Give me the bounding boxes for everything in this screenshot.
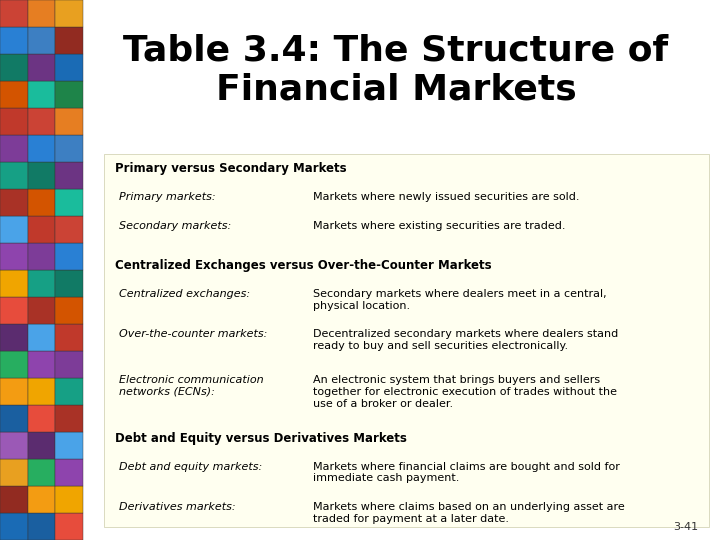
Bar — [55, 0, 83, 27]
Bar — [27, 351, 55, 378]
Bar — [27, 162, 55, 189]
Bar — [27, 0, 55, 27]
Text: Centralized exchanges:: Centralized exchanges: — [119, 289, 250, 299]
Bar — [0, 486, 27, 513]
Bar — [55, 243, 83, 270]
Bar — [0, 108, 27, 135]
Bar — [27, 108, 55, 135]
Text: Markets where newly issued securities are sold.: Markets where newly issued securities ar… — [313, 192, 580, 202]
Bar — [27, 432, 55, 459]
Bar — [0, 405, 27, 432]
Bar — [55, 189, 83, 216]
Bar — [0, 135, 27, 162]
Bar — [0, 216, 27, 243]
Bar — [55, 108, 83, 135]
Text: Debt and equity markets:: Debt and equity markets: — [119, 462, 262, 472]
Bar — [0, 270, 27, 297]
FancyBboxPatch shape — [104, 154, 709, 526]
Bar — [27, 459, 55, 486]
Bar — [0, 297, 27, 324]
Bar — [55, 162, 83, 189]
Text: Secondary markets where dealers meet in a central,
physical location.: Secondary markets where dealers meet in … — [313, 289, 607, 310]
Bar — [55, 135, 83, 162]
Text: Debt and Equity versus Derivatives Markets: Debt and Equity versus Derivatives Marke… — [115, 432, 407, 445]
Bar — [27, 216, 55, 243]
Bar — [0, 243, 27, 270]
Text: Derivatives markets:: Derivatives markets: — [119, 502, 235, 512]
Bar — [0, 432, 27, 459]
Bar — [27, 405, 55, 432]
Bar — [55, 513, 83, 540]
Bar — [55, 378, 83, 405]
Bar — [0, 0, 27, 27]
Bar — [27, 135, 55, 162]
Bar — [55, 351, 83, 378]
Bar — [0, 378, 27, 405]
Bar — [27, 270, 55, 297]
Text: Centralized Exchanges versus Over-the-Counter Markets: Centralized Exchanges versus Over-the-Co… — [115, 259, 492, 272]
Bar — [55, 216, 83, 243]
Text: Primary versus Secondary Markets: Primary versus Secondary Markets — [115, 162, 347, 175]
Bar — [0, 54, 27, 81]
Bar — [55, 81, 83, 108]
Bar — [55, 270, 83, 297]
Bar — [55, 54, 83, 81]
Bar — [27, 486, 55, 513]
Text: Markets where claims based on an underlying asset are
traded for payment at a la: Markets where claims based on an underly… — [313, 502, 625, 524]
Text: Markets where existing securities are traded.: Markets where existing securities are tr… — [313, 221, 566, 232]
Bar — [27, 513, 55, 540]
Bar — [0, 324, 27, 351]
Bar — [0, 81, 27, 108]
Bar — [55, 297, 83, 324]
Bar — [55, 486, 83, 513]
Bar — [27, 189, 55, 216]
Bar — [0, 351, 27, 378]
Text: Markets where financial claims are bought and sold for
immediate cash payment.: Markets where financial claims are bough… — [313, 462, 620, 483]
Bar — [55, 27, 83, 54]
Bar — [55, 405, 83, 432]
Text: Secondary markets:: Secondary markets: — [119, 221, 231, 232]
Text: An electronic system that brings buyers and sellers
together for electronic exec: An electronic system that brings buyers … — [313, 375, 617, 408]
Bar — [55, 324, 83, 351]
Bar — [0, 513, 27, 540]
Bar — [27, 27, 55, 54]
Text: Electronic communication
networks (ECNs):: Electronic communication networks (ECNs)… — [119, 375, 264, 397]
Text: Decentralized secondary markets where dealers stand
ready to buy and sell securi: Decentralized secondary markets where de… — [313, 329, 618, 351]
Text: Table 3.4: The Structure of
Financial Markets: Table 3.4: The Structure of Financial Ma… — [123, 33, 669, 107]
Bar — [27, 378, 55, 405]
Text: 3-41: 3-41 — [673, 522, 698, 532]
Bar — [27, 243, 55, 270]
Bar — [27, 54, 55, 81]
Bar — [0, 162, 27, 189]
Text: Primary markets:: Primary markets: — [119, 192, 215, 202]
Bar — [0, 27, 27, 54]
Bar — [0, 459, 27, 486]
Bar — [0, 189, 27, 216]
Bar — [27, 324, 55, 351]
Bar — [55, 459, 83, 486]
Bar — [55, 432, 83, 459]
Bar — [27, 81, 55, 108]
Bar — [27, 297, 55, 324]
Text: Over-the-counter markets:: Over-the-counter markets: — [119, 329, 267, 340]
